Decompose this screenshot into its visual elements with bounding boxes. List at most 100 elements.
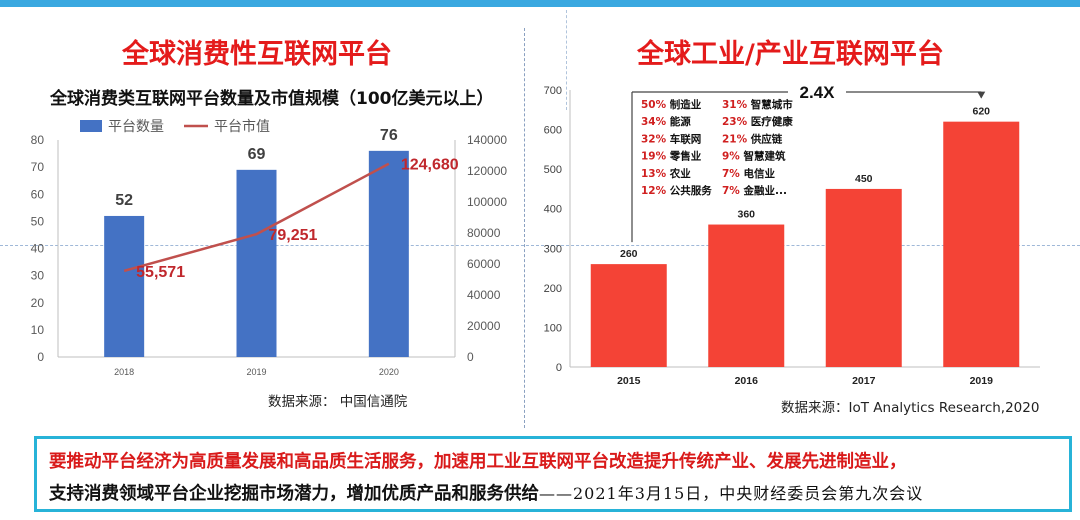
left-y-tick-label: 20	[31, 296, 45, 310]
bar-value-label: 52	[115, 192, 133, 209]
x-tick-label: 2018	[114, 367, 134, 377]
left-title: 全球消费性互联网平台	[122, 39, 392, 70]
breakdown-pct: 19%	[641, 151, 667, 163]
right-y-tick-label: 140000	[467, 133, 507, 147]
breakdown-pct: 31%	[722, 99, 748, 111]
bar	[708, 224, 785, 367]
right-source: 数据来源：IoT Analytics Research,2020	[781, 400, 1040, 416]
breakdown-name: 医疗健康	[747, 115, 793, 128]
quote-box: 要推动平台经济为高质量发展和高品质生活服务，加速用工业互联网平台改造提升传统产业…	[34, 436, 1072, 512]
breakdown-pct: 21%	[722, 133, 748, 145]
breakdown-item: 7% 电信业	[722, 167, 775, 180]
x-tick-label: 2019	[970, 375, 994, 387]
right-y-tick-label: 60000	[467, 257, 501, 271]
line-value-label: 124,680	[401, 157, 459, 174]
legend-label-count: 平台数量	[108, 119, 164, 135]
x-tick-label: 2019	[246, 367, 266, 377]
breakdown-pct: 13%	[641, 168, 667, 180]
center-divider	[524, 28, 525, 428]
x-tick-label: 2016	[735, 375, 759, 387]
left-y-tick-label: 70	[31, 160, 45, 174]
bar-value-label: 620	[972, 106, 990, 118]
y-tick-label: 500	[544, 164, 562, 176]
right-y-tick-label: 20000	[467, 319, 501, 333]
left-y-tick-label: 30	[31, 269, 45, 283]
y-tick-label: 700	[544, 85, 562, 97]
left-y-tick-label: 60	[31, 187, 45, 201]
line-value-label: 55,571	[136, 264, 185, 281]
quote-line-2-text: 支持消费领域平台企业挖掘市场潜力，增加优质产品和服务供给	[49, 484, 539, 504]
y-tick-label: 100	[544, 322, 562, 334]
bar-value-label: 450	[855, 173, 873, 185]
bar-value-label: 260	[620, 248, 638, 260]
breakdown-pct: 32%	[641, 133, 667, 145]
left-chart-subtitle: 全球消费类互联网平台数量及市值规模（100亿美元以上）	[50, 89, 494, 109]
quote-line-1: 要推动平台经济为高质量发展和高品质生活服务，加速用工业互联网平台改造提升传统产业…	[49, 452, 907, 472]
y-tick-label: 0	[556, 362, 562, 374]
breakdown-pct: 7%	[722, 185, 740, 197]
growth-arrow-head	[977, 91, 986, 99]
left-y-tick-label: 40	[31, 242, 45, 256]
breakdown-name: 智慧建筑	[740, 150, 786, 163]
bar	[943, 121, 1020, 368]
breakdown-item: 34% 能源	[641, 115, 691, 128]
left-y-tick-label: 10	[31, 323, 45, 337]
line-value-label: 79,251	[269, 227, 318, 244]
bar-value-label: 360	[737, 209, 755, 221]
breakdown-name: 电信业	[740, 167, 776, 180]
breakdown-item: 19% 零售业	[641, 150, 702, 163]
top-accent-bar	[0, 0, 1080, 7]
bar-value-label: 69	[248, 146, 266, 163]
x-tick-label: 2017	[852, 375, 876, 387]
bar-value-label: 76	[380, 127, 398, 144]
breakdown-pct: 23%	[722, 116, 748, 128]
breakdown-name: 能源	[666, 115, 691, 128]
breakdown-item: 23% 医疗健康	[722, 115, 793, 128]
breakdown-item: 7% 金融业...	[722, 184, 787, 197]
breakdown-pct: 12%	[641, 185, 667, 197]
guide-line	[566, 10, 567, 110]
bar	[104, 215, 145, 357]
breakdown-pct: 9%	[722, 151, 740, 163]
breakdown-name: 供应链	[747, 132, 783, 145]
y-tick-label: 200	[544, 283, 562, 295]
right-y-tick-label: 120000	[467, 164, 507, 178]
right-y-tick-label: 0	[467, 350, 474, 364]
x-tick-label: 2020	[379, 367, 399, 377]
breakdown-name: 车联网	[666, 132, 701, 145]
breakdown-name: 制造业	[666, 98, 702, 111]
left-source: 数据来源： 中国信通院	[268, 394, 408, 410]
breakdown-item: 13% 农业	[641, 167, 691, 180]
y-tick-label: 400	[544, 204, 562, 216]
legend-swatch-count	[80, 120, 102, 132]
breakdown-item: 9% 智慧建筑	[722, 150, 786, 163]
industrial-platform-chart: 0 100 200 300 400 500 600 700 260 2015 360 2016 450 2…	[544, 83, 1040, 387]
breakdown-name: 零售业	[666, 150, 702, 163]
right-y-tick-label: 100000	[467, 195, 507, 209]
breakdown-name: 金融业...	[740, 184, 787, 197]
breakdown-pct: 34%	[641, 116, 667, 128]
growth-annotation: 2.4X	[800, 83, 836, 102]
y-tick-label: 600	[544, 125, 562, 137]
right-y-tick-label: 40000	[467, 288, 501, 302]
breakdown-item: 12% 公共服务	[641, 184, 712, 197]
market-value-line	[123, 162, 390, 273]
bar	[825, 188, 902, 367]
left-y-tick-label: 0	[37, 350, 44, 364]
breakdown-pct: 50%	[641, 99, 667, 111]
quote-line-2: 支持消费领域平台企业挖掘市场潜力，增加优质产品和服务供给——2021年3月15日…	[49, 480, 923, 505]
left-y-tick-label: 80	[31, 133, 45, 147]
x-tick-label: 2015	[617, 375, 641, 387]
bar	[590, 264, 667, 367]
breakdown-pct: 7%	[722, 168, 740, 180]
y-tick-label: 300	[544, 243, 562, 255]
right-title: 全球工业/产业互联网平台	[637, 39, 944, 70]
breakdown-name: 农业	[666, 167, 691, 180]
bar	[236, 169, 277, 357]
breakdown-item: 50% 制造业	[641, 98, 702, 111]
breakdown-item: 31% 智慧城市	[722, 98, 793, 111]
breakdown-name: 公共服务	[666, 184, 712, 197]
right-y-tick-label: 80000	[467, 226, 501, 240]
legend-label-value: 平台市值	[214, 118, 270, 135]
guide-line-horizontal	[0, 245, 1080, 246]
